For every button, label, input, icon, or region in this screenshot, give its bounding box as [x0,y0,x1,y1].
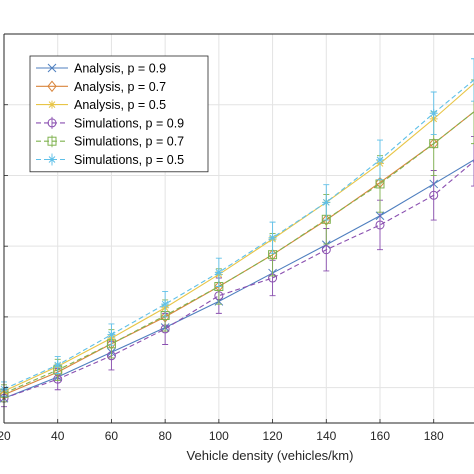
series-line [3,160,474,399]
data-point [375,220,385,230]
x-tick-label: 20 [0,429,11,443]
data-point [268,233,277,242]
data-point [429,139,439,149]
legend-item: Simulations, p = 0.9 [36,116,184,130]
data-point [53,361,62,370]
legend-label: Simulations, p = 0.7 [74,135,184,149]
data-point [214,268,223,277]
legend-label: Analysis, p = 0.7 [74,80,166,94]
data-point [48,155,56,164]
data-point [429,109,438,118]
x-tick-label: 140 [316,429,336,443]
series-line [3,111,474,396]
legend: Analysis, p = 0.9 Analysis, p = 0.7 Analys… [29,55,209,173]
data-point [48,100,56,109]
data-point [107,330,116,339]
data-point [47,118,57,128]
error-bar [471,79,474,145]
data-point [322,198,331,207]
data-point [47,80,57,93]
axes: 20 40 60 80 100 120 140 160 180 [0,33,474,443]
data-point [161,300,170,309]
data-point [376,155,384,164]
legend-label: Analysis, p = 0.5 [74,98,166,112]
x-tick-label: 40 [51,429,65,443]
x-tick-label: 120 [263,429,283,443]
data-point [429,190,439,200]
x-tick-label: 80 [158,429,172,443]
legend-label: Simulations, p = 0.9 [74,116,184,130]
data-point [47,63,57,73]
data-point [47,136,57,146]
series-layer [0,58,474,408]
error-bar [471,58,474,102]
x-tick-label: 100 [209,429,229,443]
data-point [321,245,331,255]
x-tick-label: 60 [105,429,119,443]
legend-label: Analysis, p = 0.9 [74,62,166,76]
error-bar [471,136,474,187]
series [0,111,474,401]
legend-item: Analysis, p = 0.9 [36,62,166,76]
x-tick-label: 160 [370,429,390,443]
legend-item: Analysis, p = 0.5 [36,98,166,112]
legend-item: Simulations, p = 0.5 [36,153,184,167]
series-line [3,111,474,394]
legend-item: Analysis, p = 0.7 [36,80,166,94]
x-axis-label: Vehicle density (vehicles/km) [187,448,354,463]
legend-label: Simulations, p = 0.5 [74,153,184,167]
legend-item: Simulations, p = 0.7 [36,135,184,149]
series-line [3,79,474,390]
legend-box [29,55,209,173]
series-line [3,83,474,392]
x-tick-label: 180 [424,429,444,443]
